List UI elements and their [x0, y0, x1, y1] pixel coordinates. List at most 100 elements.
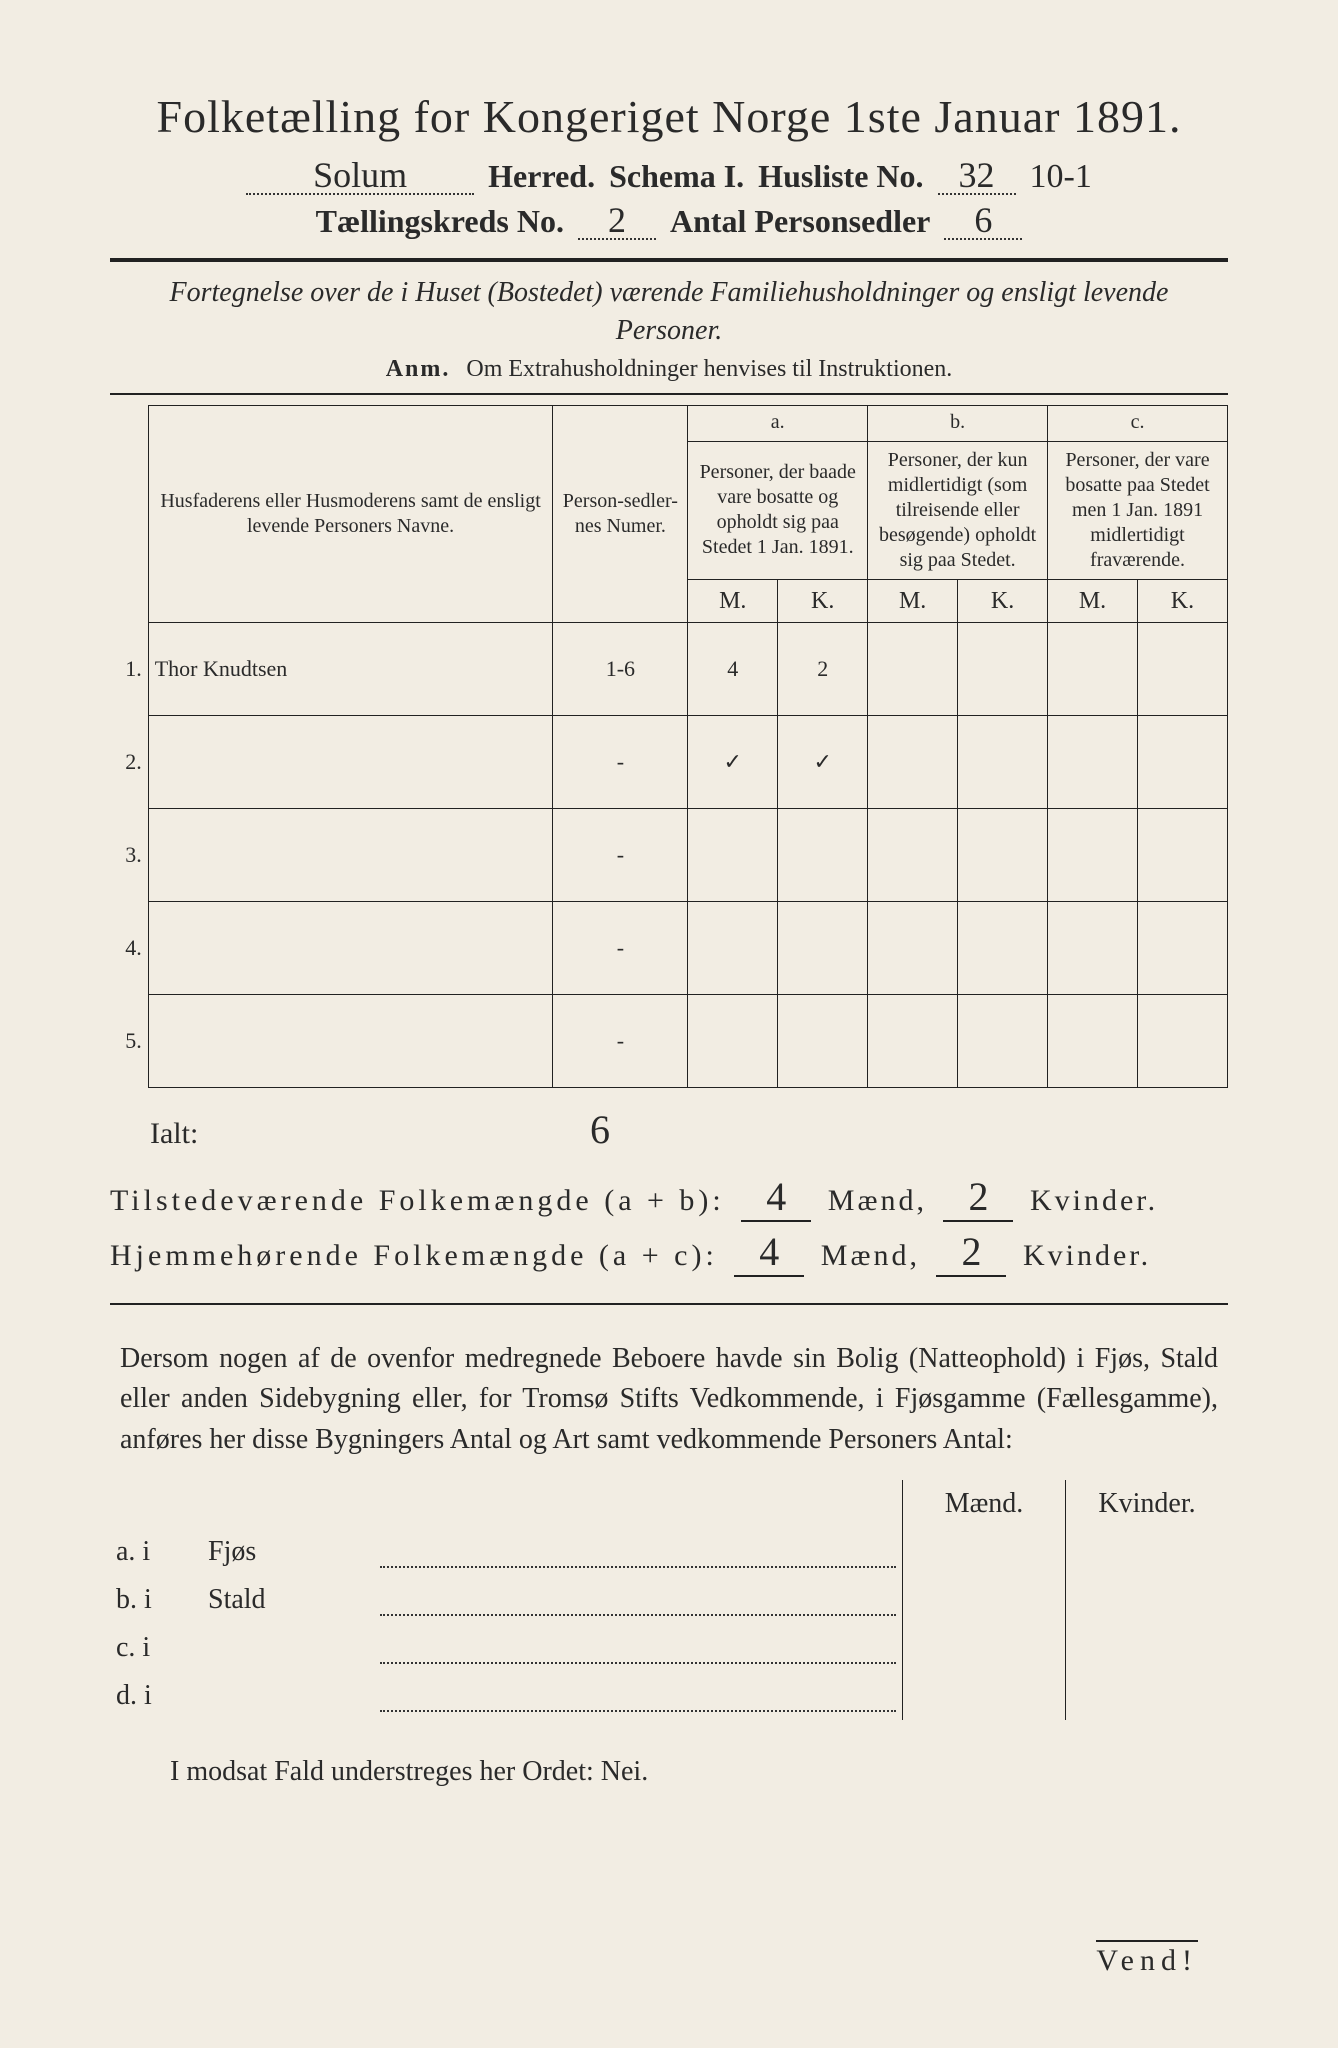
totals-block: Ialt: 6 Tilstedeværende Folkemængde (a +…	[110, 1106, 1228, 1277]
herred-value: Solum	[246, 157, 474, 195]
col-b-text: Personer, der kun midlertidigt (som tilr…	[868, 441, 1048, 579]
row-aM	[688, 901, 778, 994]
table-row: 1. Thor Knudtsen 1-6 4 2	[110, 622, 1228, 715]
kvinder-label: Kvinder.	[1023, 1239, 1151, 1272]
row-aM: 4	[688, 622, 778, 715]
row-cK	[1137, 901, 1227, 994]
row-aM: ✓	[688, 715, 778, 808]
header-line-1: Solum Herred. Schema I. Husliste No. 32 …	[110, 157, 1228, 196]
row-bM	[868, 901, 958, 994]
col-c-k: K.	[1137, 579, 1227, 622]
table-body: 1. Thor Knudtsen 1-6 4 2 2. - ✓ ✓	[110, 622, 1228, 1087]
col-b-k: K.	[958, 579, 1048, 622]
bygn-m	[903, 1672, 1066, 1720]
husliste-extra: 10-1	[1030, 158, 1092, 196]
bygn-dots	[374, 1528, 903, 1576]
bygn-dots	[374, 1576, 903, 1624]
anm-label: Anm.	[386, 356, 451, 382]
ialt-value: 6	[570, 1106, 630, 1153]
household-table: Husfaderens eller Husmoderens samt de en…	[110, 405, 1228, 1088]
maend-label: Mænd,	[828, 1184, 927, 1217]
row-numer: 1-6	[553, 622, 688, 715]
col-b-top: b.	[868, 405, 1048, 441]
anm-text: Om Extrahusholdninger henvises til Instr…	[466, 356, 952, 382]
col-numer: Person-sedler-nes Numer.	[553, 405, 688, 622]
row-numer: -	[553, 715, 688, 808]
sedler-value: 6	[944, 202, 1022, 240]
row-numer: -	[553, 994, 688, 1087]
present-label: Tilstedeværende Folkemængde (a + b):	[110, 1184, 725, 1217]
divider	[110, 1303, 1228, 1305]
nei-line: I modsat Fald understreges her Ordet: Ne…	[170, 1756, 1228, 1788]
bygn-k	[1066, 1528, 1229, 1576]
col-c-top: c.	[1048, 405, 1228, 441]
row-aM	[688, 808, 778, 901]
row-aK: ✓	[778, 715, 868, 808]
row-cK	[1137, 808, 1227, 901]
buildings-table: Mænd. Kvinder. a. i Fjøs b. i Stald c. i…	[110, 1480, 1228, 1720]
row-name	[148, 901, 553, 994]
page-title: Folketælling for Kongeriget Norge 1ste J…	[110, 90, 1228, 143]
row-cK	[1137, 994, 1227, 1087]
bygn-label: b. i	[110, 1576, 202, 1624]
resident-count-line: Hjemmehørende Folkemængde (a + c): 4 Mæn…	[110, 1228, 1228, 1277]
row-num: 3.	[110, 808, 148, 901]
bygn-type: Fjøs	[202, 1528, 374, 1576]
row-aM	[688, 994, 778, 1087]
row-aK: 2	[778, 622, 868, 715]
bygn-type: Stald	[202, 1576, 374, 1624]
row-aK	[778, 808, 868, 901]
maend-label: Mænd,	[821, 1239, 920, 1272]
resident-maend: 4	[734, 1228, 804, 1277]
row-name: Thor Knudtsen	[148, 622, 553, 715]
schema-label: Schema I.	[609, 158, 744, 195]
present-maend: 4	[741, 1173, 811, 1222]
row-num: 2.	[110, 715, 148, 808]
table-row: 5. -	[110, 994, 1228, 1087]
col-c-m: M.	[1048, 579, 1138, 622]
row-bM	[868, 994, 958, 1087]
bygn-k	[1066, 1624, 1229, 1672]
row-bK	[958, 994, 1048, 1087]
bygn-dots	[374, 1672, 903, 1720]
divider	[110, 258, 1228, 262]
row-bM	[868, 622, 958, 715]
row-name	[148, 808, 553, 901]
bygn-maend-head: Mænd.	[903, 1480, 1066, 1528]
row-name	[148, 994, 553, 1087]
subtitle: Fortegnelse over de i Huset (Bostedet) v…	[150, 274, 1188, 350]
row-numer: -	[553, 808, 688, 901]
annotation-line: Anm. Om Extrahusholdninger henvises til …	[110, 356, 1228, 383]
resident-kvinder: 2	[936, 1228, 1006, 1277]
table-row: 3. -	[110, 808, 1228, 901]
col-c-text: Personer, der vare bosatte paa Stedet me…	[1048, 441, 1228, 579]
row-bK	[958, 808, 1048, 901]
row-bM	[868, 808, 958, 901]
husliste-value: 32	[938, 157, 1016, 195]
header-line-2: Tællingskreds No. 2 Antal Personsedler 6	[110, 202, 1228, 240]
bygn-row: a. i Fjøs	[110, 1528, 1228, 1576]
kreds-label: Tællingskreds No.	[316, 203, 564, 240]
sedler-label: Antal Personsedler	[670, 203, 930, 240]
row-aK	[778, 901, 868, 994]
bygn-row: d. i	[110, 1672, 1228, 1720]
vend-label: Vend!	[1096, 1940, 1198, 1978]
bygn-m	[903, 1528, 1066, 1576]
row-bM	[868, 715, 958, 808]
row-num: 5.	[110, 994, 148, 1087]
row-cM	[1048, 994, 1138, 1087]
col-a-m: M.	[688, 579, 778, 622]
bygn-type	[202, 1672, 374, 1720]
herred-label: Herred.	[488, 158, 595, 195]
divider	[110, 393, 1228, 395]
row-cK	[1137, 715, 1227, 808]
row-bK	[958, 901, 1048, 994]
row-aK	[778, 994, 868, 1087]
col-numer-text: Person-sedler-nes Numer.	[563, 490, 678, 537]
bygn-label: c. i	[110, 1624, 202, 1672]
bygn-label: d. i	[110, 1672, 202, 1720]
buildings-paragraph: Dersom nogen af de ovenfor medregnede Be…	[120, 1339, 1218, 1461]
row-cM	[1048, 715, 1138, 808]
col-names: Husfaderens eller Husmoderens samt de en…	[148, 405, 553, 622]
bygn-k	[1066, 1672, 1229, 1720]
